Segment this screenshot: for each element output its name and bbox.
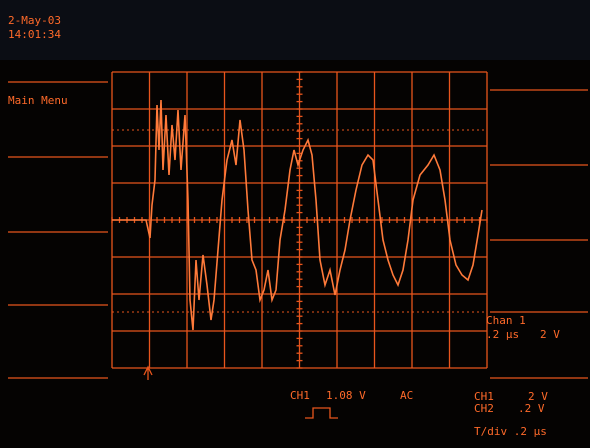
channel-title: Chan 1	[486, 314, 526, 327]
menu-title: Main Menu	[8, 94, 68, 107]
ch2-label: CH2	[474, 402, 494, 415]
time-div: T/div .2 µs	[474, 425, 547, 438]
ch2-volts: .2 V	[518, 402, 545, 415]
channel-volts: 2 V	[540, 328, 560, 341]
oscilloscope-screen: 2-May-03 14:01:34 Main Menu Chan 1 .2 µs…	[0, 0, 590, 448]
trigger-coupling: AC	[400, 389, 413, 402]
date: 2-May-03	[8, 14, 61, 27]
top-glare	[0, 0, 590, 60]
trigger-channel: CH1	[290, 389, 310, 402]
trigger-level: 1.08 V	[326, 389, 366, 402]
background	[0, 0, 590, 448]
channel-timebase: .2 µs	[486, 328, 519, 341]
time: 14:01:34	[8, 28, 61, 41]
